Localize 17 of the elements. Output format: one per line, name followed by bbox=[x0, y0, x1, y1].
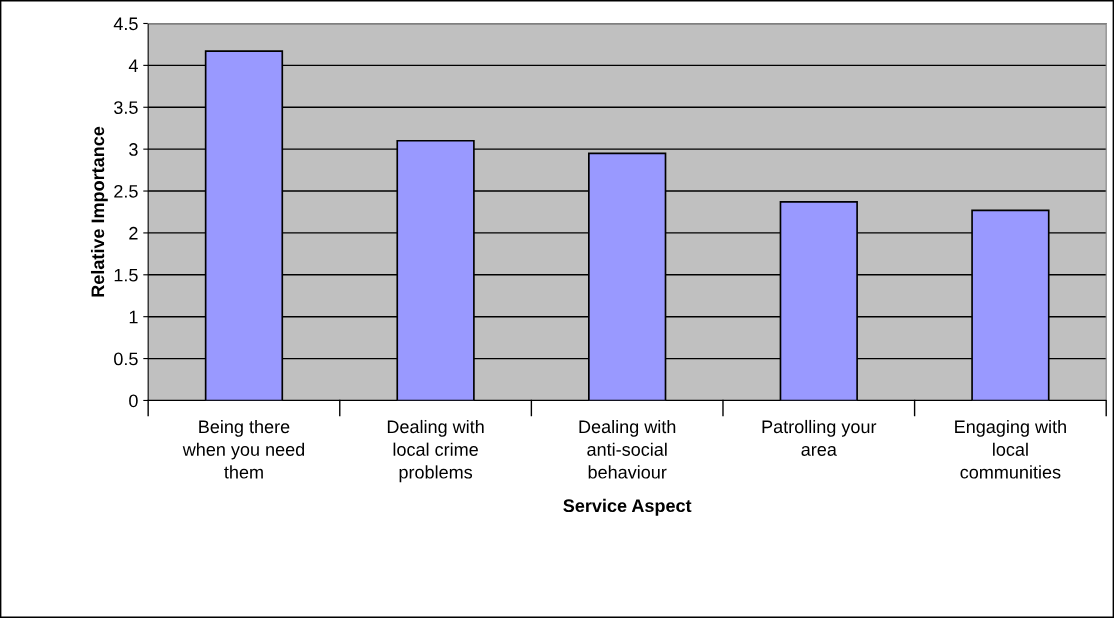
y-tick-label: 2 bbox=[129, 226, 138, 240]
y-tick-label: 1 bbox=[129, 310, 138, 324]
y-tick-label: 3 bbox=[129, 143, 138, 156]
y-tick-label: 0.5 bbox=[114, 352, 138, 366]
x-tick-label: Dealing with anti-social behaviour bbox=[579, 419, 676, 479]
x-tick-label: Dealing with local crime problems bbox=[387, 419, 484, 483]
y-tick-label: 0 bbox=[129, 394, 138, 408]
x-tick-label: Being there when you need them bbox=[182, 419, 305, 479]
x-tick-label: Engaging with local communities bbox=[955, 419, 1066, 479]
y-tick-label: 3.5 bbox=[114, 101, 138, 114]
y-tick-label: 4.5 bbox=[113, 17, 138, 31]
x-tick-label: Patrolling your area bbox=[762, 419, 877, 456]
y-axis-title: Relative Importance bbox=[90, 126, 108, 297]
y-tick-label: 4 bbox=[128, 59, 138, 72]
y-tick-label: 1.5 bbox=[114, 268, 138, 282]
x-axis-title: Service Aspect bbox=[563, 498, 692, 516]
y-tick-label: 2.5 bbox=[114, 184, 138, 198]
